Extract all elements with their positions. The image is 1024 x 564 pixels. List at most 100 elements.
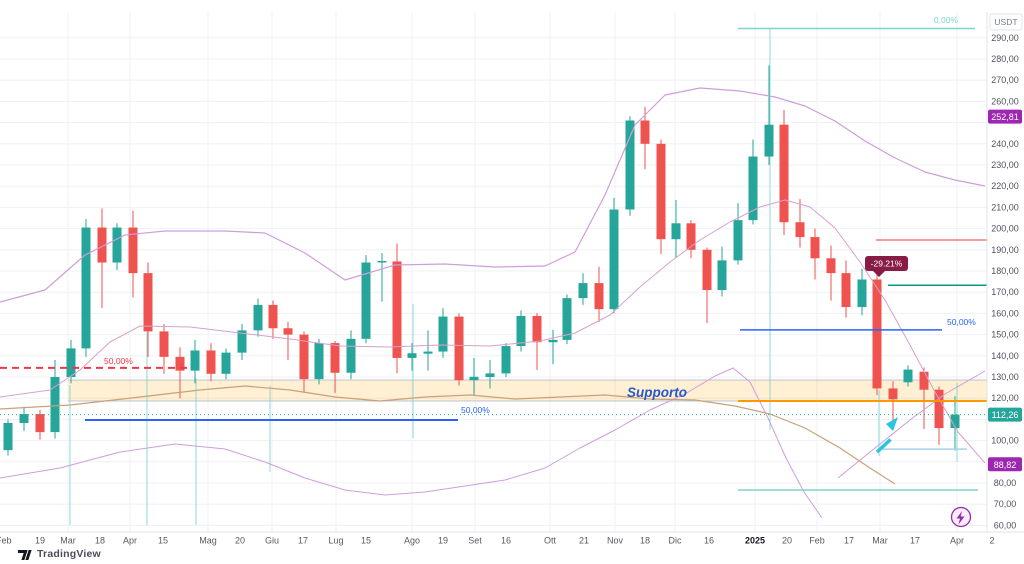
time-tick-label: Feb — [809, 536, 825, 546]
grid — [0, 12, 987, 532]
candles — [3, 65, 960, 456]
candle-body — [810, 237, 820, 259]
time-tick-label: 15 — [361, 536, 371, 546]
candle — [764, 65, 774, 165]
candle — [81, 219, 91, 357]
time-tick-label: 20 — [235, 536, 245, 546]
candle — [640, 106, 650, 170]
candle-body — [671, 223, 681, 240]
time-tick-label: 17 — [844, 536, 854, 546]
price-tick-label: 170,00 — [991, 287, 1019, 297]
time-tick-label: 18 — [640, 536, 650, 546]
candle-body — [717, 260, 727, 291]
overlays — [0, 87, 986, 519]
candle-body — [253, 304, 263, 331]
price-tick-label: 80,00 — [994, 478, 1017, 488]
candle-body — [407, 353, 417, 358]
tradingview-watermark-text: TradingView — [37, 548, 101, 560]
time-tick-label: 2 — [989, 536, 994, 546]
price-tick-label: 60,00 — [994, 520, 1017, 530]
time-tick-label: Ott — [544, 536, 557, 546]
bollinger-upper — [0, 87, 986, 303]
price-badge — [988, 457, 1022, 472]
candle-body — [3, 423, 13, 451]
candle-body — [159, 331, 169, 357]
candle — [562, 294, 572, 345]
candle — [190, 339, 200, 384]
candle-body — [268, 304, 278, 329]
price-tick-label: 290,00 — [991, 33, 1019, 43]
candle-body — [206, 350, 216, 374]
candle — [609, 197, 619, 314]
candle-body — [346, 338, 356, 373]
candle — [671, 199, 681, 259]
candle — [438, 308, 448, 358]
time-tick-label: 16 — [704, 536, 714, 546]
candle — [128, 210, 138, 298]
time-tick-label: 21 — [579, 536, 589, 546]
time-tick-label: 19 — [35, 536, 45, 546]
time-tick-label: Set — [468, 536, 482, 546]
time-axis-panel[interactable] — [0, 532, 1024, 564]
candle — [221, 348, 231, 380]
price-tick-label: 70,00 — [994, 499, 1017, 509]
time-tick-label: 18 — [95, 536, 105, 546]
candle-body — [501, 346, 511, 374]
candle-body — [330, 343, 340, 373]
time-tick-label: 17 — [298, 536, 308, 546]
time-tick-label: Nov — [607, 536, 624, 546]
candle-body — [438, 316, 448, 352]
candle — [702, 247, 712, 323]
change-percent-text: -29.21% — [871, 259, 903, 269]
candle — [826, 245, 836, 301]
bollinger-lower-right — [837, 370, 986, 479]
candle — [330, 340, 340, 393]
candle — [175, 347, 185, 399]
time-tick-label: 20 — [782, 536, 792, 546]
candle — [841, 260, 851, 318]
candle-body — [50, 377, 60, 433]
fib-50-blue-upper-line-label: 50,00% — [947, 317, 976, 327]
price-tick-label: 120,00 — [991, 393, 1019, 403]
candle-body — [81, 227, 91, 349]
price-tick-label: 100,00 — [991, 436, 1019, 446]
candle — [143, 262, 153, 357]
time-tick-label: 2025 — [745, 536, 765, 546]
candle-body — [640, 120, 650, 144]
candle-body — [221, 352, 231, 374]
tradingview-watermark[interactable]: TradingView — [18, 546, 101, 562]
price-badge-label: 112,26 — [992, 410, 1019, 420]
candle — [299, 331, 309, 393]
lightning-button[interactable] — [950, 506, 972, 528]
candle-body — [392, 261, 402, 358]
price-tick-label: 270,00 — [991, 75, 1019, 85]
support-zone[interactable] — [68, 379, 987, 401]
candle-body — [872, 279, 882, 389]
candle — [469, 357, 479, 396]
candle-body — [175, 356, 185, 371]
candle-body — [625, 120, 635, 210]
candle-body — [578, 283, 588, 299]
candle-body — [779, 124, 789, 223]
candle-body — [377, 261, 387, 263]
candle — [159, 324, 169, 374]
candle — [392, 243, 402, 374]
up-arrow-drawing[interactable] — [875, 438, 892, 454]
candle-body — [686, 223, 696, 250]
candle-body — [190, 350, 200, 371]
candle-body — [733, 220, 743, 261]
candle — [268, 300, 278, 339]
bollinger-lower — [0, 367, 823, 519]
price-tick-label: 140,00 — [991, 351, 1019, 361]
time-tick-label: Feb — [0, 536, 12, 546]
time-tick-label: 15 — [158, 536, 168, 546]
candle-body — [19, 414, 29, 424]
price-tick-label: 200,00 — [991, 224, 1019, 234]
candle — [733, 203, 743, 265]
time-tick-label: Mag — [199, 536, 217, 546]
price-badge — [988, 109, 1022, 124]
candle-body — [934, 389, 944, 429]
price-badge — [988, 407, 1022, 422]
time-tick-label: Apr — [950, 536, 964, 546]
